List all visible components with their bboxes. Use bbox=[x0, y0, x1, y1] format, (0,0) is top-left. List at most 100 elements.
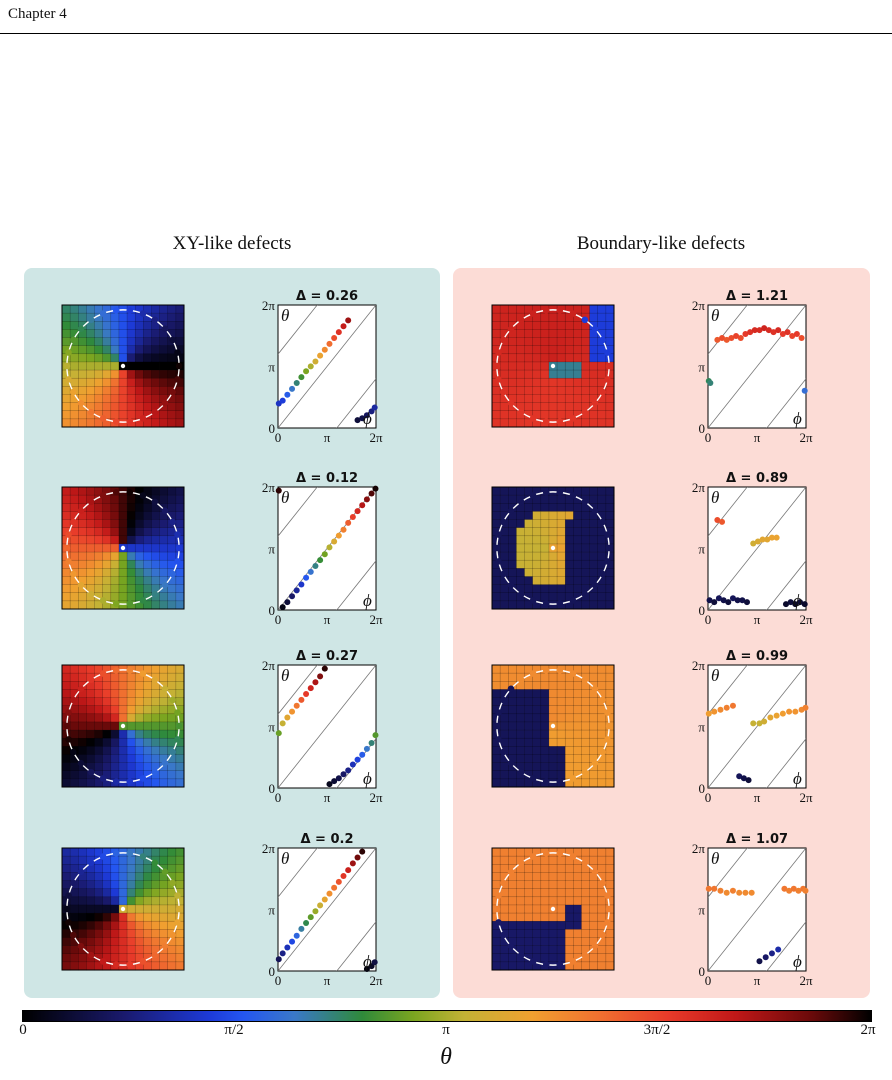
lattice-cell bbox=[94, 872, 104, 882]
lattice-cell bbox=[94, 321, 104, 330]
lattice-cell bbox=[524, 329, 534, 339]
lattice-cell bbox=[167, 321, 177, 330]
loop-sample-dot bbox=[99, 775, 107, 782]
lattice-cell bbox=[524, 746, 534, 756]
lattice-cell bbox=[605, 402, 615, 412]
lattice-cell bbox=[564, 402, 574, 412]
lattice-cell bbox=[61, 321, 71, 330]
lattice-cell bbox=[605, 386, 615, 396]
lattice-cell bbox=[564, 329, 574, 339]
loop-sample-dot bbox=[161, 685, 169, 693]
lattice-cell bbox=[491, 961, 501, 971]
lattice-cell bbox=[491, 337, 501, 347]
lattice-cell bbox=[597, 361, 607, 371]
lattice-cell bbox=[499, 402, 509, 412]
lattice-cell bbox=[94, 361, 104, 371]
lattice-cell bbox=[69, 945, 79, 955]
lattice-cell bbox=[532, 705, 542, 715]
lattice-cell bbox=[581, 377, 591, 387]
lattice-cell bbox=[597, 402, 607, 412]
loop-sample-dot bbox=[507, 507, 515, 515]
lattice-cell bbox=[564, 527, 574, 537]
lattice-cell bbox=[508, 369, 517, 379]
lattice-cell bbox=[597, 847, 607, 857]
lattice-cell bbox=[126, 721, 136, 731]
lattice-cell bbox=[589, 543, 599, 553]
loop-sample-dot bbox=[161, 581, 169, 589]
loop-sample-dot bbox=[70, 388, 77, 396]
lattice-cell bbox=[102, 584, 112, 594]
loop-sample-dot bbox=[569, 415, 577, 422]
data-point bbox=[275, 487, 282, 494]
loop-sample-dot bbox=[169, 931, 176, 939]
lattice-cell bbox=[94, 337, 104, 347]
lattice-cell bbox=[540, 345, 550, 355]
lattice-cell bbox=[564, 945, 574, 955]
lattice-cell bbox=[540, 880, 550, 890]
lattice-cell bbox=[61, 600, 71, 610]
lattice-cell bbox=[548, 888, 558, 898]
lattice-cell bbox=[556, 737, 566, 747]
lattice-cell bbox=[134, 576, 144, 586]
loop-sample-dot bbox=[174, 531, 181, 538]
lattice-cell bbox=[573, 872, 583, 882]
lattice-cell bbox=[143, 568, 153, 578]
lattice-cell bbox=[540, 721, 550, 731]
lattice-cell bbox=[516, 937, 526, 947]
lattice-cell bbox=[78, 527, 87, 537]
lattice-cell bbox=[126, 937, 136, 947]
lattice-cell bbox=[597, 904, 607, 914]
loop-sample-dot bbox=[169, 336, 176, 344]
lattice-cell bbox=[564, 345, 574, 355]
lattice-cell bbox=[564, 929, 574, 939]
lattice-cell bbox=[167, 503, 177, 512]
lattice-cell bbox=[524, 888, 534, 898]
lattice-cell bbox=[86, 664, 96, 674]
lattice-cell bbox=[605, 511, 615, 521]
lattice-cell bbox=[581, 778, 591, 788]
lattice-cell bbox=[581, 937, 591, 947]
lattice-cell bbox=[175, 872, 185, 882]
lattice-cell bbox=[110, 697, 120, 707]
lattice-cell bbox=[516, 896, 526, 906]
lattice-cell bbox=[556, 361, 566, 371]
loop-sample-dot bbox=[581, 590, 589, 598]
lattice-cell bbox=[118, 864, 128, 873]
data-point bbox=[307, 914, 314, 921]
lattice-cell bbox=[556, 503, 566, 512]
lattice-cell bbox=[573, 754, 583, 764]
defect-center-marker bbox=[550, 363, 556, 369]
lattice-cell bbox=[597, 304, 607, 314]
lattice-cell bbox=[491, 945, 501, 955]
lattice-cell bbox=[564, 361, 574, 371]
lattice-cell bbox=[110, 527, 120, 537]
loop-sample-dot bbox=[542, 961, 550, 969]
lattice-cell bbox=[556, 770, 566, 780]
lattice-cell bbox=[516, 904, 526, 914]
lattice-cell bbox=[69, 672, 79, 682]
lattice-cell bbox=[516, 337, 526, 347]
lattice-cell bbox=[78, 880, 87, 890]
data-point bbox=[340, 873, 347, 880]
lattice-cell bbox=[516, 697, 526, 707]
lattice-cell bbox=[86, 369, 96, 379]
lattice-cell bbox=[524, 937, 534, 947]
lattice-cell bbox=[126, 672, 136, 682]
lattice-cell bbox=[597, 503, 607, 512]
lattice-cell bbox=[540, 337, 550, 347]
loop-sample-dot bbox=[87, 859, 95, 867]
lattice-cell bbox=[548, 559, 558, 569]
lattice-cell bbox=[556, 345, 566, 355]
lattice-cell bbox=[491, 697, 501, 707]
lattice-cell bbox=[143, 402, 153, 412]
lattice-cell bbox=[167, 304, 177, 314]
lattice-cell bbox=[151, 511, 161, 521]
lattice-cell bbox=[167, 418, 177, 428]
lattice-cell bbox=[118, 953, 128, 963]
loop-sample-dot bbox=[87, 676, 95, 684]
lattice-cell bbox=[159, 353, 169, 363]
lattice-cell bbox=[524, 568, 534, 578]
lattice-cell bbox=[110, 511, 120, 521]
lattice-cell bbox=[118, 377, 128, 387]
lattice-cell bbox=[516, 576, 526, 586]
